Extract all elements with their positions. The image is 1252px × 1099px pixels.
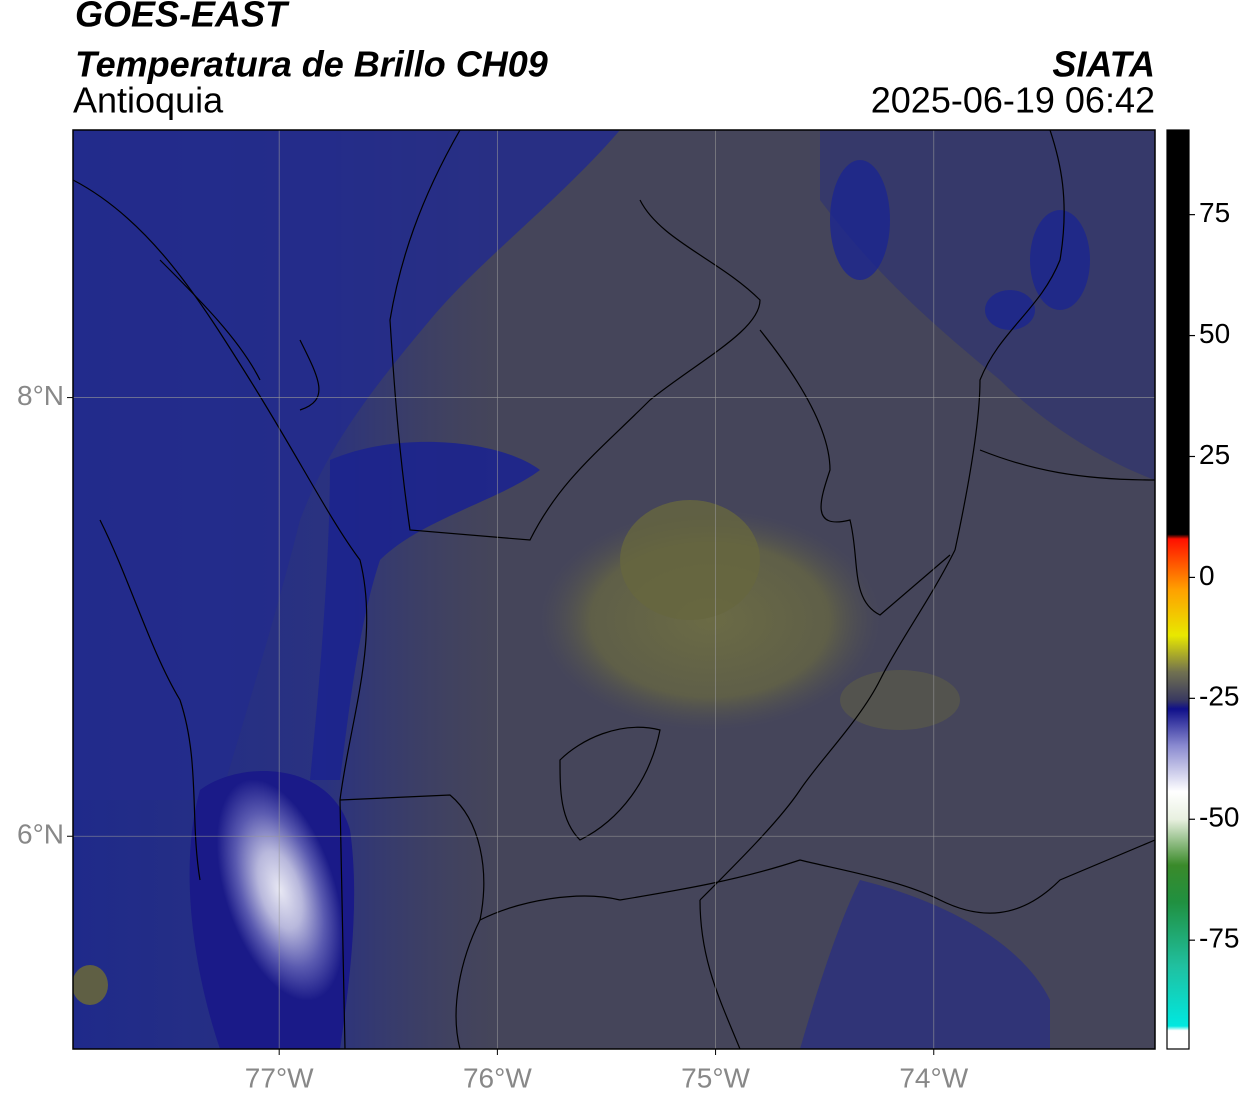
x-tick-label: 76°W: [463, 1062, 532, 1093]
y-tick-label: 8°N: [17, 380, 64, 411]
subtitle: Temperatura de Brillo CH09: [75, 44, 548, 85]
colorbar-label: 75: [1199, 197, 1230, 228]
colorbar: [1166, 129, 1190, 1050]
colorbar-label: 50: [1199, 318, 1230, 349]
x-tick-label: 74°W: [899, 1062, 968, 1093]
region: Antioquia: [73, 80, 224, 121]
graticule: [73, 130, 1155, 1049]
colorbar-label: -50: [1199, 802, 1239, 833]
colorbar-label: -75: [1199, 923, 1239, 954]
colorbar-label: -25: [1199, 681, 1239, 712]
map-frame: [72, 129, 1156, 1050]
x-tick-label: 77°W: [245, 1062, 314, 1093]
y-tick-label: 6°N: [17, 819, 64, 850]
colorbar-label: 25: [1199, 439, 1230, 470]
colorbar-label: 0: [1199, 560, 1215, 591]
x-tick-label: 75°W: [681, 1062, 750, 1093]
satellite-image: [73, 130, 1155, 1049]
timestamp: 2025-06-19 06:42: [871, 80, 1155, 121]
source: SIATA: [1052, 44, 1155, 85]
title: GOES-EAST: [75, 0, 290, 35]
